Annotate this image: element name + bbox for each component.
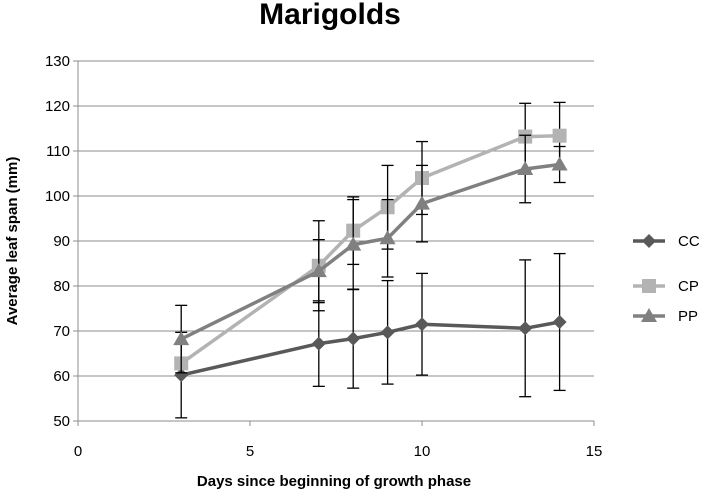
x-tick-labels: 0 5 10 15 <box>74 443 603 460</box>
plot-series <box>173 101 568 419</box>
series-pp <box>173 134 568 374</box>
y-tick-label: 130 <box>45 53 70 70</box>
y-tick-label: 50 <box>53 413 70 430</box>
data-point <box>551 156 568 171</box>
data-point <box>414 195 430 210</box>
data-point <box>552 128 567 143</box>
data-point <box>311 336 326 351</box>
series-line-cc <box>180 320 560 377</box>
legend-item-cc: CC <box>633 233 700 250</box>
legend: CC CP PP <box>633 233 700 325</box>
y-tick-label: 80 <box>53 278 70 295</box>
data-point <box>517 161 534 175</box>
legend-label: CC <box>678 233 700 250</box>
data-point <box>346 331 361 346</box>
y-tick-label: 120 <box>45 98 70 115</box>
x-tick-label: 5 <box>246 443 254 460</box>
y-tick-label: 70 <box>53 323 70 340</box>
legend-item-pp: PP <box>633 308 698 325</box>
data-point <box>379 230 396 245</box>
legend-marker <box>641 308 657 322</box>
data-point <box>552 315 567 329</box>
x-tick-label: 15 <box>586 443 603 460</box>
chart-title: Marigolds <box>259 0 401 31</box>
series-line-cp <box>180 133 560 365</box>
axes <box>73 60 595 426</box>
series-line-pp <box>180 162 560 341</box>
legend-marker <box>642 279 656 293</box>
data-point <box>518 321 533 336</box>
series-cp <box>174 101 567 371</box>
x-axis-title: Days since beginning of growth phase <box>197 473 471 489</box>
data-point <box>174 368 189 383</box>
y-tick-label: 90 <box>53 233 70 250</box>
data-point <box>310 263 327 278</box>
series-cc <box>174 252 567 419</box>
x-tick-label: 0 <box>74 443 82 460</box>
data-point <box>415 317 429 332</box>
y-tick-labels: 50 60 70 80 90 100 110 120 130 <box>45 53 70 430</box>
legend-item-cp: CP <box>633 278 699 295</box>
y-tick-label: 60 <box>53 368 70 385</box>
legend-label: PP <box>678 308 698 325</box>
legend-marker <box>642 234 656 248</box>
data-point <box>345 236 362 251</box>
gridlines <box>78 60 594 377</box>
y-axis-title: Average leaf span (mm) <box>4 157 21 326</box>
y-tick-label: 100 <box>45 188 70 205</box>
legend-label: CP <box>678 278 699 295</box>
data-point <box>380 325 395 340</box>
data-point <box>173 331 190 346</box>
x-tick-label: 10 <box>414 443 431 460</box>
y-tick-label: 110 <box>46 143 70 160</box>
